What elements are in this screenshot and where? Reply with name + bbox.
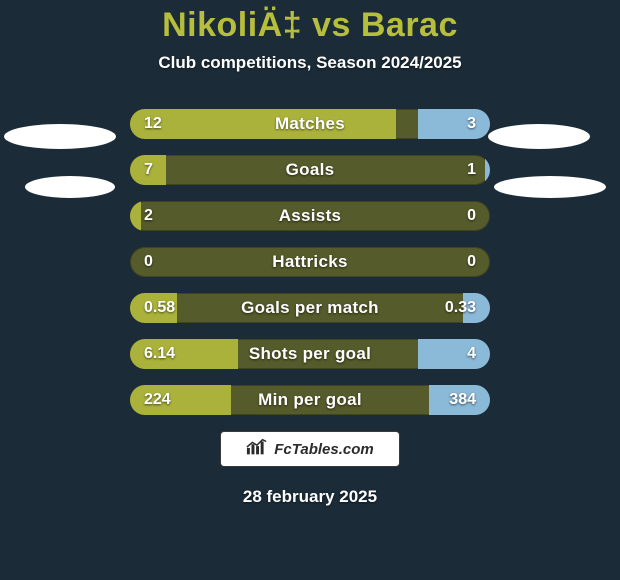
source-badge: FcTables.com xyxy=(220,431,400,467)
stat-label: Matches xyxy=(130,109,490,139)
stat-label: Goals xyxy=(130,155,490,185)
stat-value-left: 6.14 xyxy=(144,339,175,369)
stat-label: Hattricks xyxy=(130,247,490,277)
stat-row: Shots per goal6.14 4 xyxy=(130,339,490,369)
avatar-placeholder xyxy=(25,176,115,198)
stat-value-right: 0 xyxy=(467,247,476,277)
page-title: NikoliÄ‡ vs Barac xyxy=(0,6,620,45)
stat-bars: Matches123Goals71Assists20Hattricks00Goa… xyxy=(130,109,490,415)
stat-value-left: 12 xyxy=(144,109,162,139)
stat-value-left: 2 xyxy=(144,201,153,231)
source-badge-text: FcTables.com xyxy=(274,441,373,458)
avatar-placeholder xyxy=(488,124,590,149)
stat-value-right: 0.33 xyxy=(445,293,476,323)
stat-value-left: 0.58 xyxy=(144,293,175,323)
stat-value-right: 384 xyxy=(449,385,476,415)
stat-label: Assists xyxy=(130,201,490,231)
stat-row: Min per goal224 384 xyxy=(130,385,490,415)
chart-icon xyxy=(246,438,268,461)
comparison-card: NikoliÄ‡ vs Barac Club competitions, Sea… xyxy=(0,0,620,580)
stat-row: Matches12 3 xyxy=(130,109,490,139)
avatar-placeholder xyxy=(494,176,606,198)
stat-value-right: 4 xyxy=(467,339,476,369)
stat-label: Shots per goal xyxy=(130,339,490,369)
date-label: 28 february 2025 xyxy=(0,487,620,507)
stat-label: Min per goal xyxy=(130,385,490,415)
stat-label: Goals per match xyxy=(130,293,490,323)
stat-row: Goals per match0.58 0.33 xyxy=(130,293,490,323)
stat-value-right: 1 xyxy=(467,155,476,185)
stat-value-left: 224 xyxy=(144,385,171,415)
subtitle: Club competitions, Season 2024/2025 xyxy=(0,53,620,73)
avatar-placeholder xyxy=(4,124,116,149)
stat-value-left: 7 xyxy=(144,155,153,185)
stat-value-right: 3 xyxy=(467,109,476,139)
stat-row: Assists2 0 xyxy=(130,201,490,231)
stat-value-right: 0 xyxy=(467,201,476,231)
stat-value-left: 0 xyxy=(144,247,153,277)
stat-row: Goals7 1 xyxy=(130,155,490,185)
stat-row: Hattricks0 0 xyxy=(130,247,490,277)
